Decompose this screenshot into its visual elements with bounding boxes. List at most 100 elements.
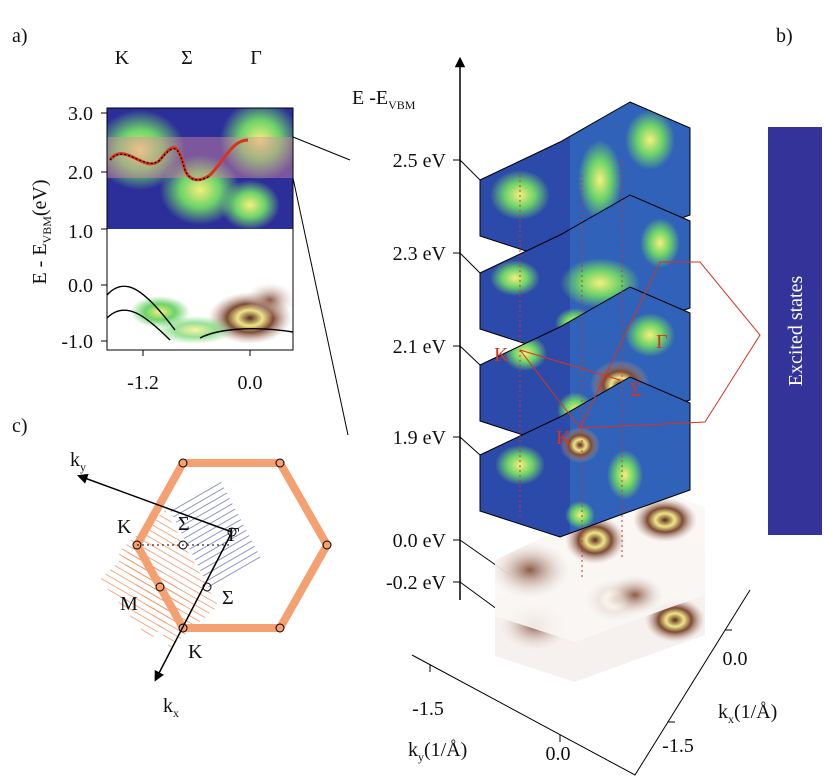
floor xyxy=(411,589,751,776)
excited-slices xyxy=(479,101,691,538)
y-tick-label: 1.0 xyxy=(68,221,93,243)
kx-label: kx(1/Å) xyxy=(718,701,777,726)
panel-b: E -EVBM 2.5 eV 2.3 eV 2.1 eV 1.9 eV 0.0 … xyxy=(352,56,822,776)
kx-tick-label: -1.5 xyxy=(662,735,694,757)
intensity xyxy=(220,180,280,229)
hatched-region xyxy=(170,480,262,590)
y-tick-label: 2.0 xyxy=(68,162,93,184)
shape xyxy=(178,540,188,550)
dispersion xyxy=(109,148,211,181)
ky-tick-label: -1.5 xyxy=(412,698,444,720)
band xyxy=(106,285,176,331)
connector xyxy=(292,136,351,161)
shape xyxy=(132,540,142,550)
label-main: E - E xyxy=(29,243,51,284)
panel-label: b) xyxy=(776,25,793,47)
energy-label: 2.3 eV xyxy=(393,243,447,265)
ky-label: ky(1/Å) xyxy=(408,739,467,764)
panel-a: K Σ Γ 3.0 2.0 1.0 0.0 -1.0 -1.2 0.0 E - … xyxy=(29,47,351,436)
top-label: Σ xyxy=(181,47,193,69)
shape xyxy=(178,458,188,468)
energy-label: 1.9 eV xyxy=(393,427,447,449)
energy-label: 2.1 eV xyxy=(393,336,447,358)
energy-window xyxy=(107,137,293,178)
point-label: K xyxy=(494,344,509,366)
top-label: K xyxy=(115,47,130,69)
side-label: Excited states xyxy=(785,276,807,387)
point-label: K xyxy=(556,427,571,449)
shape xyxy=(202,582,212,592)
band xyxy=(199,327,294,339)
band xyxy=(106,309,171,341)
points xyxy=(132,458,332,633)
slice-edge xyxy=(479,286,691,448)
label-unit: (1/Å) xyxy=(424,739,467,761)
ky-arrow xyxy=(77,473,233,533)
intensity xyxy=(625,313,675,357)
intensity xyxy=(220,108,293,180)
label-sub: VBM xyxy=(388,98,416,112)
shape xyxy=(519,349,621,381)
shape xyxy=(155,582,165,592)
kx-arrow xyxy=(154,531,233,682)
panel-label: a) xyxy=(12,25,28,47)
point-label: Γ xyxy=(656,331,668,353)
y-axis-label: E - EVBM(eV) xyxy=(29,179,54,284)
energy-label: -0.2 eV xyxy=(386,572,447,594)
point-label: K xyxy=(117,516,132,538)
shape xyxy=(322,540,332,550)
label-unit: (eV) xyxy=(29,179,51,216)
side-box xyxy=(768,127,822,535)
kx-label: kx xyxy=(163,695,179,720)
label-sub: y xyxy=(418,750,424,764)
shape xyxy=(459,345,481,366)
point-label: Γ xyxy=(228,524,240,546)
shape xyxy=(459,436,481,456)
top-label: Γ xyxy=(250,47,262,69)
panel-c: ky kx K Σ Γ M Σ K xyxy=(70,449,332,720)
energy-label: 2.5 eV xyxy=(393,150,447,172)
label-main: k xyxy=(163,695,173,717)
ky-tick-label: 0.0 xyxy=(546,743,571,765)
shape xyxy=(227,527,237,537)
label-sub: x xyxy=(173,706,179,720)
floor-ticks xyxy=(429,629,732,742)
shape xyxy=(178,623,188,633)
slice-edge xyxy=(479,194,691,356)
point-label: Σ xyxy=(222,587,234,609)
ky-label: ky xyxy=(70,449,86,474)
label-main: k xyxy=(408,739,418,761)
arpes-map xyxy=(107,108,293,229)
energy-label: 0.0 eV xyxy=(393,530,447,552)
intensity xyxy=(640,218,680,268)
shape xyxy=(519,261,761,429)
intensity xyxy=(107,110,185,190)
intensity xyxy=(245,282,295,318)
label-sub: x xyxy=(728,712,734,726)
x-tick-label: -1.2 xyxy=(127,372,159,394)
ticks xyxy=(101,112,251,356)
shape xyxy=(607,575,663,615)
intensity xyxy=(578,140,622,220)
y-tick-label: 0.0 xyxy=(68,275,93,297)
shape xyxy=(459,252,481,274)
point-label: M xyxy=(120,593,138,615)
point-label: Σ xyxy=(178,513,190,535)
slice-edge xyxy=(479,376,691,538)
x-tick-label: 0.0 xyxy=(238,372,263,394)
point-label: Σ xyxy=(630,379,642,401)
label-main: k xyxy=(718,701,728,723)
intensity xyxy=(155,316,235,344)
label-sub: y xyxy=(80,460,86,474)
intensity xyxy=(490,260,540,296)
shape xyxy=(275,458,285,468)
shape xyxy=(275,623,285,633)
intensity xyxy=(625,110,675,170)
connector xyxy=(292,177,349,436)
guides xyxy=(519,160,761,580)
label-sub: VBM xyxy=(40,216,54,244)
intensity xyxy=(607,450,643,500)
y-tick-label: -1.0 xyxy=(61,331,93,353)
label-main: E -E xyxy=(352,87,388,109)
